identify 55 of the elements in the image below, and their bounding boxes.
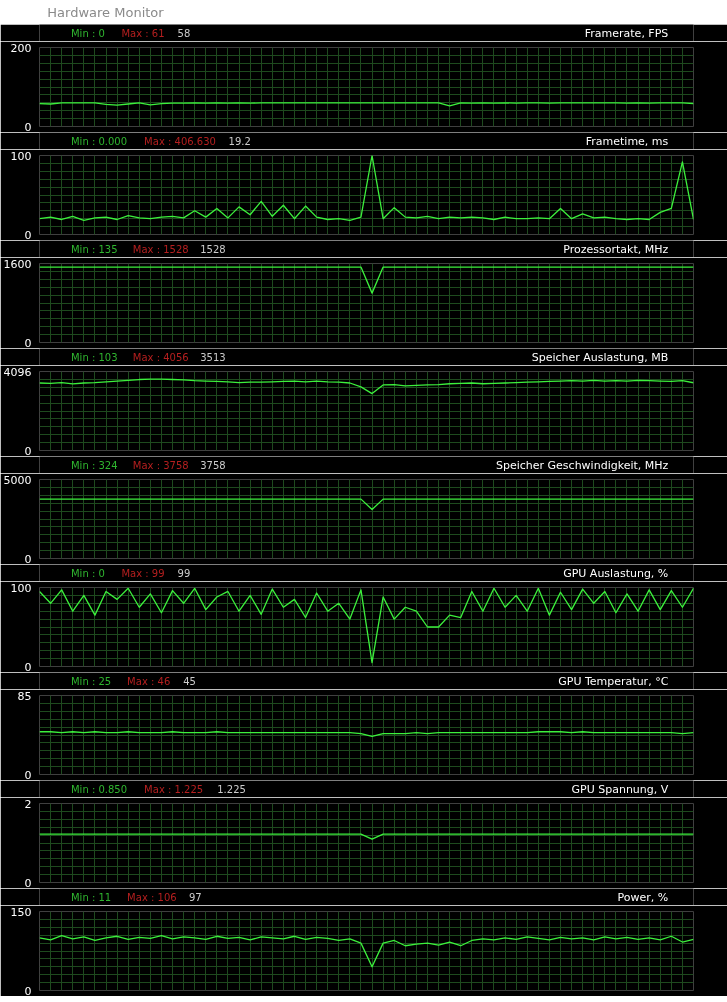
y-tick-label: 1600: [3, 257, 32, 271]
text: Max : 3758: [132, 459, 189, 471]
y-tick-label: 4096: [3, 365, 32, 379]
text: Min : 11: [70, 891, 112, 903]
text: Min : 0: [70, 27, 105, 39]
text: 45: [183, 676, 196, 687]
text: 58: [177, 28, 191, 39]
text: 1.225: [217, 784, 246, 795]
y-tick-label: 150: [10, 905, 32, 919]
text: Max : 46: [127, 675, 171, 687]
text: 1528: [200, 244, 226, 255]
text: Min : 0: [70, 567, 105, 579]
chart-title: Prozessortakt, MHz: [563, 242, 669, 256]
y-tick-label: 0: [24, 984, 32, 998]
text: 19.2: [228, 136, 251, 147]
chart-title: GPU Temperatur, °C: [558, 674, 669, 688]
text: 99: [177, 568, 191, 579]
text: 3758: [200, 460, 226, 471]
y-tick-label: 100: [10, 149, 32, 163]
text: Min : 0.000: [70, 135, 128, 147]
y-tick-label: 0: [24, 228, 32, 242]
text: Max : 1528: [132, 243, 189, 255]
text: Max : 99: [121, 567, 165, 579]
text: Min : 324: [70, 459, 118, 471]
text: 97: [188, 892, 202, 903]
text: Max : 1.225: [144, 783, 204, 795]
chart-title: Speicher Geschwindigkeit, MHz: [495, 458, 669, 472]
y-tick-label: 100: [10, 581, 32, 595]
chart-subtitle: Hardware Monitor: [47, 5, 165, 20]
text: Max : 406.630: [144, 135, 216, 147]
y-tick-label: 200: [10, 41, 32, 55]
y-tick-label: 0: [24, 336, 32, 350]
y-tick-label: 5000: [3, 473, 32, 487]
text: Min : 25: [70, 675, 112, 687]
chart-title: Speicher Auslastung, MB: [531, 350, 669, 364]
y-tick-label: 2: [24, 797, 32, 811]
y-tick-label: 0: [24, 444, 32, 458]
text: 3513: [200, 352, 226, 363]
y-tick-label: 0: [24, 552, 32, 566]
y-tick-label: 0: [24, 120, 32, 134]
chart-title: GPU Auslastung, %: [563, 566, 669, 580]
y-tick-label: 0: [24, 876, 32, 890]
text: Min : 103: [70, 351, 118, 363]
y-tick-label: 0: [24, 660, 32, 674]
chart-title: Power, %: [617, 890, 669, 904]
text: Max : 61: [121, 27, 165, 39]
chart-title: Frametime, ms: [585, 134, 669, 148]
text: Max : 4056: [132, 351, 189, 363]
y-tick-label: 0: [24, 768, 32, 782]
chart-title: Framerate, FPS: [584, 26, 669, 40]
y-tick-label: 85: [17, 689, 32, 703]
text: Min : 0.850: [70, 783, 128, 795]
chart-title: GPU Spannung, V: [571, 782, 669, 796]
text: Max : 106: [127, 891, 177, 903]
text: Min : 135: [70, 243, 118, 255]
